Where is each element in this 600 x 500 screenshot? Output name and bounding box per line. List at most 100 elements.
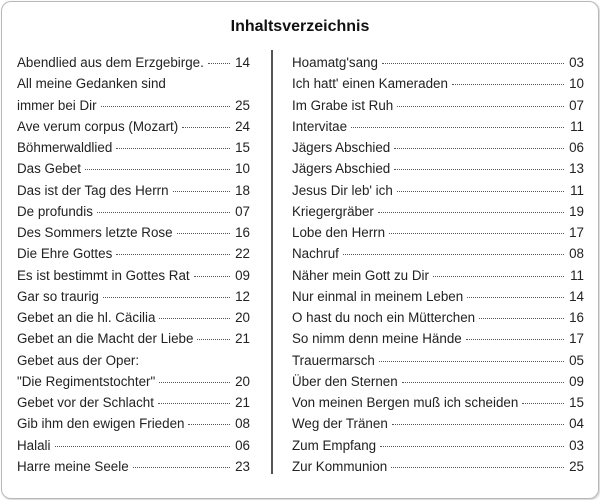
toc-entry: Kriegergräber 19	[292, 201, 584, 222]
entry-page: 21	[235, 331, 250, 347]
toc-entry: Näher mein Gott zu Dir 11	[292, 265, 584, 286]
toc-entry: All meine Gedanken sind	[17, 73, 250, 94]
toc-column-right: Hoamatg'sang 03 Ich hatt' einen Kameraden 1…	[292, 52, 584, 477]
entry-title: All meine Gedanken sind	[17, 76, 166, 92]
toc-entry: Ich hatt' einen Kameraden 10	[292, 73, 584, 94]
toc-entry: So nimm denn meine Hände 17	[292, 328, 584, 349]
toc-entry: Das ist der Tag des Herrn 18	[17, 180, 250, 201]
entry-title: Trauermarsch	[292, 352, 375, 368]
dot-leader	[132, 466, 230, 468]
entry-page: 21	[235, 395, 250, 410]
entry-page: 14	[569, 288, 584, 304]
dot-leader	[159, 381, 230, 383]
entry-page: 09	[569, 373, 584, 389]
entry-page: 08	[569, 246, 584, 262]
toc-entry: Lobe den Herrn 17	[292, 222, 584, 243]
entry-title: Nachruf	[292, 246, 339, 262]
dot-leader	[157, 403, 230, 404]
entry-title: Gebet an die hl. Cäcilia	[17, 310, 156, 325]
dot-leader	[391, 424, 564, 426]
entry-page: 20	[235, 373, 250, 389]
entry-title: Jägers Abschied	[292, 140, 391, 155]
toc-entry: Das Gebet 10	[17, 158, 250, 179]
toc-entry: Gebet vor der Schlacht 21	[17, 392, 250, 413]
dot-leader	[378, 360, 564, 362]
dot-leader	[381, 63, 564, 64]
entry-title: Abendlied aus dem Erzgebirge.	[17, 55, 204, 70]
dot-leader	[176, 233, 230, 234]
dot-leader	[391, 466, 564, 468]
entry-title: Jesus Dir leb' ich	[292, 182, 393, 198]
dot-leader	[396, 190, 564, 192]
toc-entry: Nur einmal in meinem Leben 14	[292, 286, 584, 307]
entry-title: Zum Empfang	[292, 437, 377, 453]
entry-title: Intervitae	[292, 118, 348, 134]
dot-leader	[397, 105, 564, 107]
entry-page: 23	[235, 458, 250, 474]
dot-leader	[116, 148, 230, 149]
entry-page: 09	[235, 267, 250, 283]
entry-title: De profundis	[17, 203, 93, 219]
entry-title: Ave verum corpus (Mozart)	[17, 118, 179, 134]
dot-leader	[96, 211, 230, 213]
toc-entry: Es ist bestimmt in Gottes Rat 09	[17, 265, 250, 286]
entry-page: 03	[569, 437, 584, 453]
page-title: Inhaltsverzeichnis	[230, 18, 370, 35]
entry-page: 25	[235, 97, 250, 113]
entry-page: 07	[235, 203, 250, 219]
entry-page: 15	[235, 140, 250, 155]
entry-title: Des Sommers letzte Rose	[17, 225, 173, 240]
dot-leader	[394, 148, 564, 149]
entry-title: Harre meine Seele	[17, 458, 129, 474]
toc-entry: "Die Regimentstochter" 20	[17, 371, 250, 392]
toc-entry: Weg der Tränen 04	[292, 413, 584, 434]
toc-entry: Des Sommers letzte Rose 16	[17, 222, 250, 243]
entry-page: 17	[569, 331, 584, 347]
entry-title: Die Ehre Gottes	[17, 246, 113, 262]
entry-page: 08	[235, 416, 250, 432]
toc-column-left: Abendlied aus dem Erzgebirge. 14 All meine…	[17, 52, 250, 477]
dot-leader	[54, 445, 230, 447]
toc-entry: Jägers Abschied 06	[292, 137, 584, 158]
entry-title: Kriegergräber	[292, 203, 374, 219]
entry-page: 15	[569, 395, 584, 410]
entry-page: 11	[570, 118, 584, 134]
entry-page: 24	[235, 118, 250, 134]
toc-entry: Die Ehre Gottes 22	[17, 243, 250, 264]
entry-title: Böhmerwaldlied	[17, 140, 113, 155]
entry-page: 10	[569, 76, 584, 92]
entry-page: 06	[235, 437, 250, 453]
entry-page: 16	[569, 310, 584, 325]
column-divider	[271, 50, 273, 474]
entry-page: 04	[569, 416, 584, 432]
dot-leader	[401, 381, 564, 383]
entry-page: 17	[569, 225, 584, 240]
toc-entry: O hast du noch ein Mütterchen 16	[292, 307, 584, 328]
entry-page: 25	[569, 458, 584, 474]
entry-title: Gib ihm den ewigen Frieden	[17, 416, 185, 432]
entry-title: Im Grabe ist Ruh	[292, 97, 394, 113]
dot-leader	[380, 445, 564, 447]
entry-title: Das Gebet	[17, 161, 82, 177]
entry-title: Über den Sternen	[292, 373, 398, 389]
toc-entry: Hoamatg'sang 03	[292, 52, 584, 73]
entry-title: Hoamatg'sang	[292, 55, 378, 70]
entry-title: Von meinen Bergen muß ich scheiden	[292, 395, 519, 410]
entry-title: Ich hatt' einen Kameraden	[292, 76, 448, 92]
toc-entry: immer bei Dir 25	[17, 95, 250, 116]
dot-leader	[432, 275, 564, 277]
entry-page: 12	[235, 288, 250, 304]
entry-title: Näher mein Gott zu Dir	[292, 267, 429, 283]
toc-entry: Böhmerwaldlied 15	[17, 137, 250, 158]
toc-entry: Gebet aus der Oper:	[17, 350, 250, 371]
dot-leader	[197, 339, 230, 341]
dot-leader	[342, 254, 564, 256]
entry-title: Zur Kommunion	[292, 458, 388, 474]
dot-leader	[207, 63, 230, 64]
dot-leader	[85, 169, 230, 171]
entry-title: Gebet an die Macht der Liebe	[17, 331, 194, 347]
dot-leader	[451, 84, 564, 86]
toc-entry: Harre meine Seele 23	[17, 456, 250, 477]
entry-page: 06	[569, 140, 584, 155]
